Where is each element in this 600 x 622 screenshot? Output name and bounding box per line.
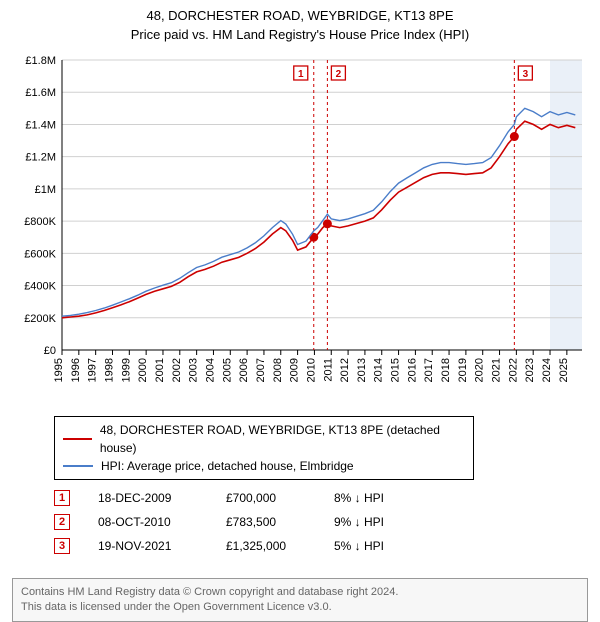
svg-text:1997: 1997: [87, 358, 99, 382]
svg-text:£1M: £1M: [35, 184, 56, 196]
svg-text:2018: 2018: [440, 358, 452, 382]
line-chart-svg: £0 £200K £400K £600K £800K £1M £1.2M £1.4M £1.6M…: [12, 50, 588, 410]
svg-text:1998: 1998: [103, 358, 115, 382]
sale-price: £700,000: [226, 491, 306, 505]
svg-text:2022: 2022: [507, 358, 519, 382]
sale-row: 1 18-DEC-2009 £700,000 8% ↓ HPI: [54, 490, 588, 506]
svg-text:2009: 2009: [289, 358, 301, 382]
svg-text:2007: 2007: [255, 358, 267, 382]
sale-delta: 8% ↓ HPI: [334, 491, 424, 505]
sale-marker-box: 3: [54, 538, 70, 554]
sale-delta: 5% ↓ HPI: [334, 539, 424, 553]
svg-text:2014: 2014: [373, 358, 385, 382]
svg-text:2016: 2016: [406, 358, 418, 382]
svg-text:2023: 2023: [524, 358, 536, 382]
footer-line: This data is licensed under the Open Gov…: [21, 600, 579, 615]
svg-text:2003: 2003: [188, 358, 200, 382]
svg-text:2001: 2001: [154, 358, 166, 382]
svg-text:2012: 2012: [339, 358, 351, 382]
svg-text:3: 3: [523, 69, 529, 80]
svg-text:£1.2M: £1.2M: [25, 152, 56, 164]
svg-text:£1.8M: £1.8M: [25, 55, 56, 67]
svg-text:2013: 2013: [356, 358, 368, 382]
sale-date: 19-NOV-2021: [98, 539, 198, 553]
svg-text:1999: 1999: [120, 358, 132, 382]
legend-swatch: [63, 438, 92, 440]
sale-row: 2 08-OCT-2010 £783,500 9% ↓ HPI: [54, 514, 588, 530]
legend-swatch: [63, 465, 93, 467]
svg-text:2008: 2008: [272, 358, 284, 382]
svg-text:2011: 2011: [322, 358, 334, 382]
svg-text:1: 1: [298, 69, 304, 80]
sale-delta: 9% ↓ HPI: [334, 515, 424, 529]
chart-plot-area: £0 £200K £400K £600K £800K £1M £1.2M £1.4M £1.6M…: [12, 50, 588, 410]
svg-text:£200K: £200K: [24, 313, 56, 325]
svg-text:2020: 2020: [474, 358, 486, 382]
svg-text:2000: 2000: [137, 358, 149, 382]
footer-line: Contains HM Land Registry data © Crown c…: [21, 585, 579, 600]
svg-text:2004: 2004: [204, 358, 216, 382]
svg-text:£1.4M: £1.4M: [25, 119, 56, 131]
svg-text:£600K: £600K: [24, 248, 56, 260]
svg-text:2024: 2024: [541, 358, 553, 382]
svg-text:1996: 1996: [70, 358, 82, 382]
svg-text:2021: 2021: [491, 358, 503, 382]
legend-label: HPI: Average price, detached house, Elmb…: [101, 457, 354, 475]
svg-text:2017: 2017: [423, 358, 435, 382]
legend: 48, DORCHESTER ROAD, WEYBRIDGE, KT13 8PE…: [54, 416, 474, 480]
legend-item: 48, DORCHESTER ROAD, WEYBRIDGE, KT13 8PE…: [63, 421, 465, 457]
sale-row: 3 19-NOV-2021 £1,325,000 5% ↓ HPI: [54, 538, 588, 554]
legend-item: HPI: Average price, detached house, Elmb…: [63, 457, 465, 475]
svg-text:2015: 2015: [390, 358, 402, 382]
legend-label: 48, DORCHESTER ROAD, WEYBRIDGE, KT13 8PE…: [100, 421, 465, 457]
attribution-footer: Contains HM Land Registry data © Crown c…: [12, 578, 588, 622]
svg-text:£800K: £800K: [24, 216, 56, 228]
sale-date: 08-OCT-2010: [98, 515, 198, 529]
chart-title: 48, DORCHESTER ROAD, WEYBRIDGE, KT13 8PE: [12, 8, 588, 25]
svg-text:£400K: £400K: [24, 280, 56, 292]
sales-table: 1 18-DEC-2009 £700,000 8% ↓ HPI 2 08-OCT…: [54, 490, 588, 554]
svg-text:2: 2: [336, 69, 342, 80]
chart-subtitle: Price paid vs. HM Land Registry's House …: [12, 27, 588, 42]
sale-date: 18-DEC-2009: [98, 491, 198, 505]
svg-text:2025: 2025: [558, 358, 570, 382]
sale-price: £783,500: [226, 515, 306, 529]
sale-marker-box: 1: [54, 490, 70, 506]
svg-text:£0: £0: [44, 345, 56, 357]
svg-text:2019: 2019: [457, 358, 469, 382]
svg-text:2002: 2002: [171, 358, 183, 382]
chart-container: 48, DORCHESTER ROAD, WEYBRIDGE, KT13 8PE…: [0, 0, 600, 570]
svg-text:£1.6M: £1.6M: [25, 87, 56, 99]
svg-text:2006: 2006: [238, 358, 250, 382]
sale-marker-box: 2: [54, 514, 70, 530]
svg-text:2005: 2005: [221, 358, 233, 382]
svg-text:2010: 2010: [305, 358, 317, 382]
sale-price: £1,325,000: [226, 539, 306, 553]
svg-text:1995: 1995: [53, 358, 65, 382]
